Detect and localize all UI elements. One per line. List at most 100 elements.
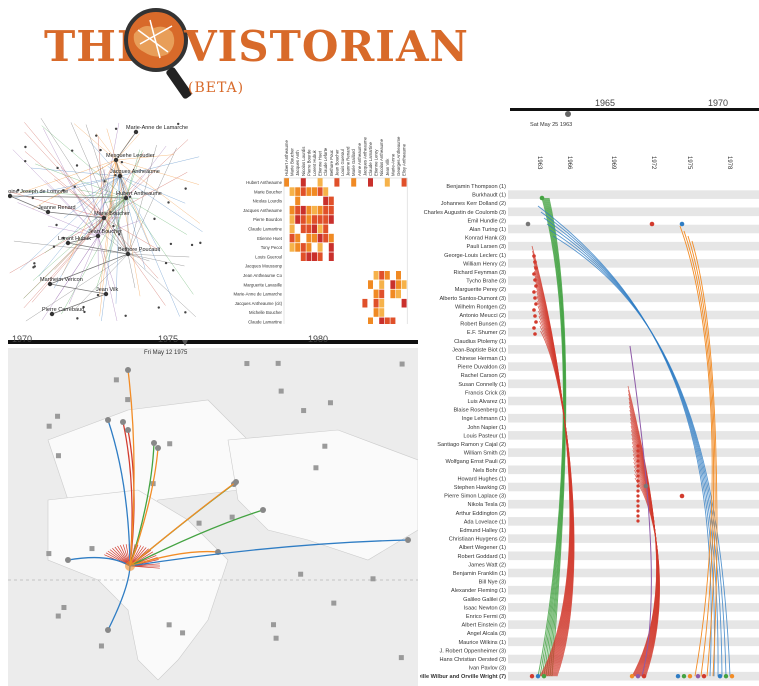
timeline-row-label[interactable]: James Watt (2) [468, 562, 506, 568]
matrix-cell[interactable] [323, 224, 329, 234]
timeline-row-label[interactable]: Bill Nye (3) [479, 580, 506, 586]
map-marker[interactable] [55, 413, 61, 419]
timeline-row-label[interactable]: J. Robert Oppenheimer (3) [439, 648, 506, 654]
matrix-cell[interactable] [306, 215, 312, 224]
network-node[interactable] [33, 262, 36, 265]
matrix-cell[interactable] [295, 187, 301, 196]
matrix-cell[interactable] [317, 215, 323, 224]
timeline-node[interactable] [641, 674, 647, 679]
map-marker[interactable] [370, 576, 376, 582]
map-marker[interactable] [399, 361, 405, 367]
timeline-row-label[interactable]: Johannes Kerr Dolland (2) [441, 201, 506, 207]
timeline-row-label[interactable]: Angel Alcala (3) [467, 631, 506, 637]
network-node[interactable] [31, 196, 34, 200]
timeline-node[interactable] [532, 254, 536, 258]
matrix-cell[interactable] [390, 317, 396, 325]
matrix-cell[interactable] [323, 205, 329, 215]
matrix-cell[interactable] [312, 205, 317, 215]
timeline-row-label[interactable]: Nels Bohr (3) [473, 468, 506, 474]
timeline-node[interactable] [701, 674, 707, 679]
timeline-row-label[interactable]: Louis Pasteur (1) [463, 433, 506, 439]
timeline-row-label[interactable]: Enrico Fermi (3) [466, 614, 506, 620]
timeline-node[interactable] [636, 474, 640, 478]
map-marker[interactable] [313, 465, 319, 471]
timeline-node[interactable] [629, 674, 635, 679]
timeline-row-label[interactable]: Ada Lovelace (1) [464, 519, 506, 525]
timeline-node[interactable] [687, 674, 693, 679]
map-time-slider-track[interactable] [8, 340, 418, 344]
matrix-cell[interactable] [317, 233, 323, 243]
timeline-row-label[interactable]: Alan Turing (1) [469, 227, 506, 233]
matrix-cell[interactable] [351, 178, 357, 187]
matrix-cell[interactable] [323, 233, 329, 243]
matrix-cell[interactable] [300, 178, 306, 187]
map-marker[interactable] [322, 443, 328, 449]
timeline-node[interactable] [717, 674, 723, 679]
timeline-node[interactable] [636, 444, 640, 448]
network-node[interactable] [45, 209, 51, 215]
timeline-node[interactable] [636, 499, 640, 503]
network-node[interactable] [167, 201, 170, 204]
matrix-cell[interactable] [323, 196, 329, 206]
timeline-row-label[interactable]: Robert Bunsen (2) [460, 322, 506, 328]
timeline-row-label[interactable]: Blaise Rosenberg (1) [453, 408, 506, 414]
map-location[interactable] [105, 627, 111, 633]
timeline-node[interactable] [534, 284, 538, 288]
matrix-cell[interactable] [390, 289, 396, 299]
timeline-node[interactable] [636, 519, 640, 523]
map-marker[interactable] [273, 635, 279, 641]
matrix-cell[interactable] [323, 187, 329, 196]
timeline-row-label[interactable]: Pauli Larsen (3) [467, 244, 507, 250]
map-marker[interactable] [180, 630, 186, 636]
timeline-row-label[interactable]: William Smith (2) [464, 451, 506, 457]
map-slider-handle[interactable] [182, 340, 188, 346]
network-node[interactable] [103, 291, 109, 297]
network-node[interactable] [113, 157, 119, 163]
matrix-cell[interactable] [295, 215, 301, 224]
network-node[interactable] [124, 314, 127, 317]
map-location[interactable] [151, 440, 157, 446]
network-node[interactable] [114, 127, 118, 130]
timeline-row-label[interactable]: Tycho Brahe (3) [466, 279, 506, 285]
matrix-cell[interactable] [306, 205, 312, 215]
map-marker[interactable] [229, 514, 235, 520]
timeline-node[interactable] [649, 221, 655, 227]
network-node[interactable] [52, 245, 56, 248]
timeline-row-label[interactable]: Richard Feynman (3) [453, 270, 506, 276]
network-node[interactable] [184, 187, 187, 190]
timeline-node[interactable] [533, 278, 537, 282]
network-node[interactable] [95, 233, 101, 239]
timeline-node[interactable] [534, 320, 538, 324]
map-marker[interactable] [196, 520, 202, 526]
map-marker[interactable] [61, 604, 67, 610]
matrix-cell[interactable] [317, 252, 323, 261]
matrix-cell[interactable] [300, 215, 306, 224]
matrix-cell[interactable] [289, 233, 295, 243]
matrix-cell[interactable] [328, 243, 334, 252]
map-marker[interactable] [113, 377, 119, 383]
timeline-row-label[interactable]: Marguerite Perey (2) [455, 287, 506, 293]
matrix-cell[interactable] [401, 280, 407, 289]
network-node[interactable] [117, 173, 123, 179]
timeline-node[interactable] [636, 489, 640, 493]
map-location[interactable] [120, 419, 126, 425]
matrix-cell[interactable] [289, 224, 295, 234]
timeline-row-label[interactable]: Maurice Wilkins (1) [458, 640, 506, 646]
network-node[interactable] [70, 149, 74, 152]
network-node[interactable] [47, 281, 53, 287]
timeline-node[interactable] [533, 296, 537, 300]
network-node[interactable] [199, 241, 202, 245]
map-location[interactable] [125, 367, 131, 373]
timeline-node[interactable] [643, 483, 649, 489]
timeline-row-label[interactable]: Orville Wilbur and Orville Wright (7) [420, 674, 506, 680]
timeline-row-label[interactable]: Robert Goddard (1) [457, 554, 506, 560]
network-node[interactable] [24, 159, 27, 163]
map-location[interactable] [105, 417, 111, 423]
matrix-cell[interactable] [300, 224, 306, 234]
matrix-cell[interactable] [300, 205, 306, 215]
timeline-node[interactable] [529, 674, 535, 679]
timeline-node[interactable] [636, 494, 640, 498]
matrix-cell[interactable] [379, 289, 385, 299]
network-node[interactable] [118, 233, 121, 236]
timeline-node[interactable] [532, 308, 536, 312]
